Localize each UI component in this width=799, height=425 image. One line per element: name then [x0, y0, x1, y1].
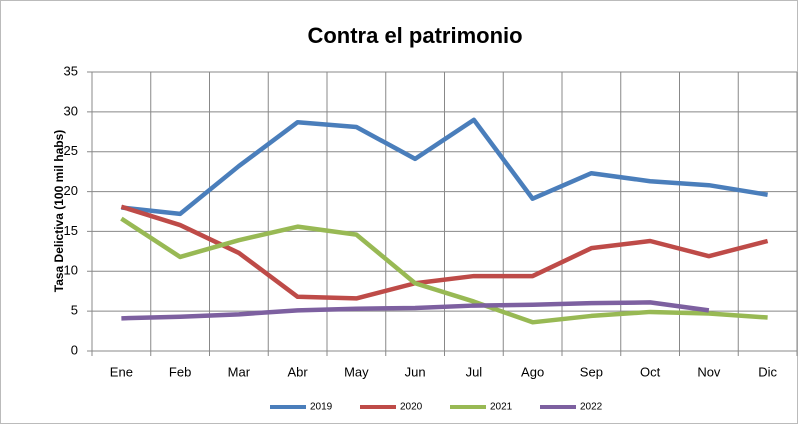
y-tick-label: 15	[64, 223, 78, 238]
x-tick-label: Abr	[288, 364, 309, 379]
x-tick-label: Feb	[169, 364, 191, 379]
y-axis-label: Tasa Delictiva (100 mil habs)	[52, 130, 66, 293]
series-line	[121, 300, 710, 321]
x-tick-label: Nov	[697, 364, 721, 379]
x-tick-label: Ago	[521, 364, 544, 379]
y-tick-label: 0	[71, 342, 78, 357]
series-line	[120, 204, 769, 301]
x-tick-label: Sep	[580, 364, 603, 379]
legend-label: 2022	[580, 402, 603, 413]
series-line	[121, 117, 768, 217]
y-tick-label: 25	[64, 143, 78, 158]
x-tick-label: Ene	[110, 364, 133, 379]
y-tick-label: 5	[71, 303, 78, 318]
legend-label: 2019	[310, 402, 333, 413]
legend-label: 2021	[490, 402, 513, 413]
y-tick-label: 30	[64, 103, 78, 118]
x-tick-label: Jul	[466, 364, 483, 379]
series-line	[120, 216, 768, 325]
y-tick-label: 10	[64, 263, 78, 278]
y-tick-label: 20	[64, 183, 78, 198]
x-tick-label: Jun	[405, 364, 426, 379]
chart-title: Contra el patrimonio	[307, 23, 522, 48]
x-tick-label: Oct	[640, 364, 661, 379]
x-tick-label: Mar	[228, 364, 251, 379]
y-tick-label: 35	[64, 63, 78, 78]
x-tick-label: Dic	[758, 364, 777, 379]
legend-label: 2020	[400, 402, 423, 413]
x-tick-label: May	[344, 364, 369, 379]
